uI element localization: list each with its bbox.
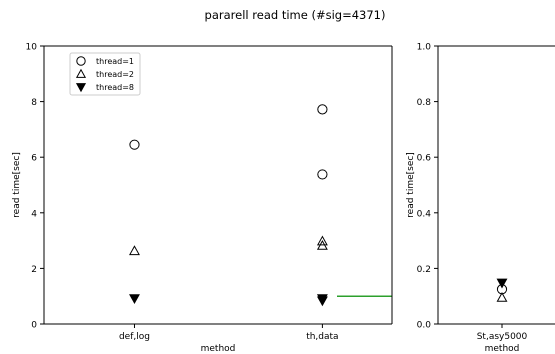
y-tick-label: 0.8 xyxy=(417,98,432,108)
y-axis-label: read time[sec] xyxy=(406,152,416,218)
data-point xyxy=(316,235,328,246)
data-point xyxy=(496,291,508,302)
data-point xyxy=(129,245,140,256)
chart-title: pararell read time (#sig=4371) xyxy=(205,8,386,22)
y-tick-label: 10 xyxy=(26,43,38,53)
legend-label: thread=8 xyxy=(96,83,134,92)
y-axis-label: read time[sec] xyxy=(12,152,22,218)
x-tick-label: th,data xyxy=(306,332,338,342)
x-tick-label: def,log xyxy=(119,332,150,342)
legend-frame xyxy=(69,52,141,96)
legend-marker xyxy=(75,83,87,93)
data-point xyxy=(496,278,508,289)
y-tick-label: 0.4 xyxy=(417,209,432,219)
data-point xyxy=(129,294,140,305)
y-tick-label: 8 xyxy=(31,98,37,108)
y-tick-label: 0 xyxy=(31,321,37,331)
data-point xyxy=(316,296,328,307)
y-tick-label: 0.6 xyxy=(417,154,432,164)
legend-marker xyxy=(75,68,87,78)
y-tick-label: 4 xyxy=(31,209,37,219)
x-axis-label: method xyxy=(485,344,520,354)
data-point xyxy=(316,239,328,250)
legend-marker xyxy=(76,56,86,66)
y-tick-label: 1.0 xyxy=(417,43,432,53)
legend-label: thread=2 xyxy=(96,70,134,79)
y-tick-label: 2 xyxy=(31,265,37,275)
panel-2: 0.0 0.2 0.4 0.6 0.8 1.0 St,asy5000 method read t… xyxy=(406,43,555,354)
data-point xyxy=(129,139,140,150)
panel-1: 0 2 4 6 8 10 def,log th,data method read time[sec… xyxy=(12,43,393,354)
data-point xyxy=(317,104,328,115)
y-tick-label: 0.0 xyxy=(417,321,432,331)
legend-label: thread=1 xyxy=(96,57,134,66)
data-point xyxy=(317,169,328,180)
legend: thread=1 thread=2 thread=8 xyxy=(69,52,141,96)
y-tick-label: 6 xyxy=(31,154,37,164)
y-tick-label: 0.2 xyxy=(417,265,431,275)
x-axis-label: method xyxy=(201,344,236,354)
x-tick-label: St,asy5000 xyxy=(477,332,528,342)
